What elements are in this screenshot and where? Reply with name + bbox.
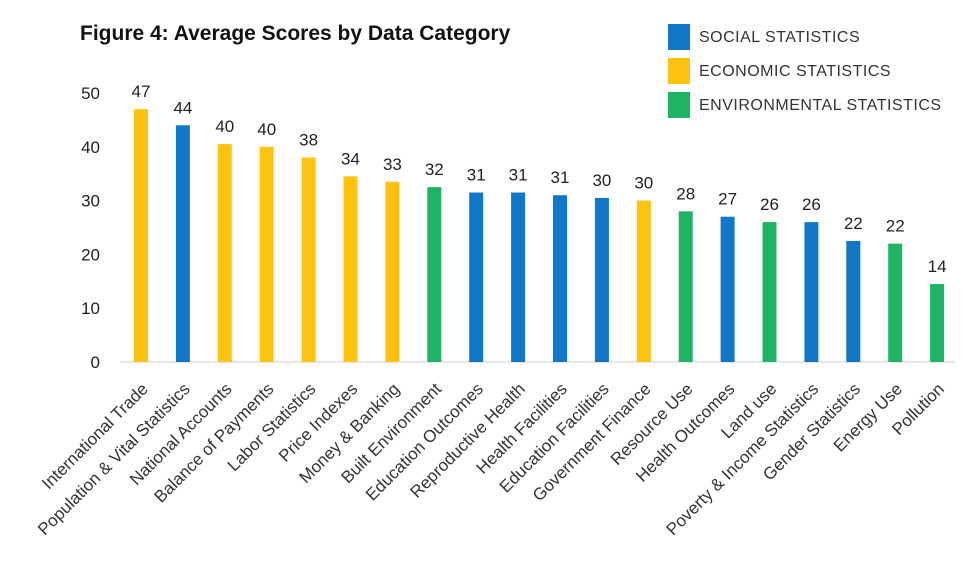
bar bbox=[217, 144, 232, 362]
chart-title: Figure 4: Average Scores by Data Categor… bbox=[80, 22, 511, 45]
data-label: 14 bbox=[928, 257, 947, 276]
bar bbox=[301, 157, 316, 362]
y-axis: 0 10 20 30 40 50 bbox=[81, 84, 100, 372]
bar bbox=[720, 216, 735, 362]
y-tick-label: 40 bbox=[81, 138, 100, 157]
data-label: 47 bbox=[132, 82, 151, 101]
data-label: 40 bbox=[215, 117, 234, 136]
bar bbox=[385, 181, 400, 362]
bar bbox=[888, 243, 903, 362]
y-tick-label: 10 bbox=[81, 299, 100, 318]
data-label: 30 bbox=[592, 171, 611, 190]
legend-label: SOCIAL STATISTICS bbox=[699, 29, 860, 46]
y-tick-label: 50 bbox=[81, 84, 100, 103]
data-label: 44 bbox=[173, 98, 192, 117]
y-tick-label: 0 bbox=[91, 353, 100, 372]
data-labels-group: 47 44 40 40 38 34 33 32 31 31 31 30 30 28 27 26 26 22 22 14 bbox=[132, 82, 947, 276]
data-label: 32 bbox=[425, 160, 444, 179]
data-label: 26 bbox=[802, 195, 821, 214]
y-tick-label: 30 bbox=[81, 192, 100, 211]
y-tick-label: 20 bbox=[81, 245, 100, 264]
legend-swatch bbox=[668, 24, 690, 50]
data-label: 34 bbox=[341, 149, 360, 168]
bar bbox=[846, 240, 861, 362]
data-label: 31 bbox=[509, 166, 528, 185]
bar bbox=[511, 192, 526, 362]
legend: SOCIAL STATISTICS ECONOMIC STATISTICS ENVI… bbox=[668, 24, 942, 118]
bar bbox=[678, 211, 693, 362]
bar bbox=[553, 195, 567, 362]
legend-swatch bbox=[668, 92, 690, 118]
bar bbox=[594, 197, 609, 362]
data-label: 31 bbox=[467, 166, 486, 185]
bar bbox=[134, 109, 148, 362]
data-label: 40 bbox=[257, 120, 276, 139]
legend-label: ECONOMIC STATISTICS bbox=[699, 63, 891, 80]
bar bbox=[427, 187, 442, 362]
data-label: 31 bbox=[551, 168, 570, 187]
data-label: 27 bbox=[718, 190, 737, 209]
bar bbox=[930, 283, 945, 362]
bar bbox=[636, 200, 651, 362]
data-label: 33 bbox=[383, 155, 402, 174]
bar bbox=[804, 222, 819, 362]
legend-swatch bbox=[668, 58, 690, 84]
bar bbox=[762, 222, 777, 362]
legend-label: ENVIRONMENTAL STATISTICS bbox=[699, 97, 942, 114]
bar bbox=[469, 192, 484, 362]
data-label: 38 bbox=[299, 131, 318, 150]
data-label: 26 bbox=[760, 195, 779, 214]
bar bbox=[259, 146, 274, 362]
bar bbox=[175, 125, 190, 362]
bars-group bbox=[134, 109, 945, 362]
data-label: 22 bbox=[844, 214, 863, 233]
data-label: 28 bbox=[676, 184, 695, 203]
bar bbox=[343, 176, 358, 362]
data-label: 22 bbox=[886, 217, 905, 236]
data-label: 30 bbox=[634, 174, 653, 193]
